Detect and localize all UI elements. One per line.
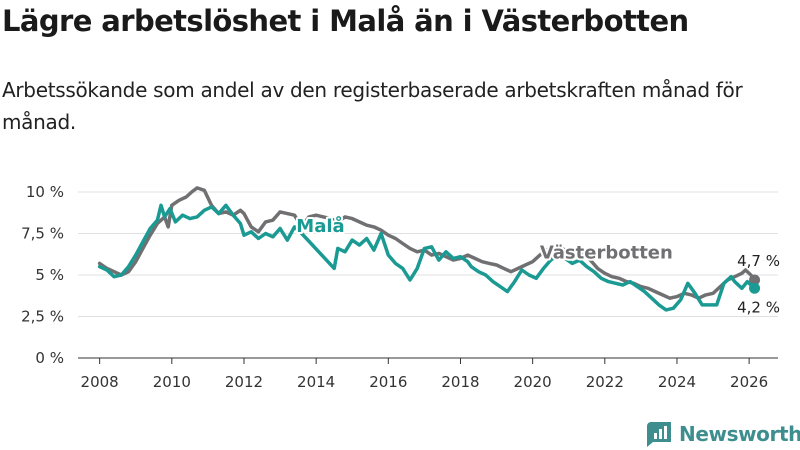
y-tick-label: 7,5 %: [21, 225, 64, 243]
end-value-label-mal-: 4,2 %: [737, 298, 780, 316]
x-tick-label: 2010: [153, 373, 191, 391]
y-tick-label: 0 %: [35, 349, 64, 367]
x-tick-label: 2018: [441, 373, 479, 391]
series-end-point-v-sterbotten: [749, 274, 761, 286]
bar-chart-logo-icon: [647, 422, 671, 447]
x-tick-label: 2012: [225, 373, 263, 391]
x-tick-label: 2008: [81, 373, 119, 391]
x-tick-label: 2020: [514, 373, 552, 391]
series-label-v-sterbotten: Västerbotten: [540, 242, 673, 263]
brand-logo[interactable]: Newsworthy: [645, 419, 800, 449]
page-subtitle: Arbetssökande som andel av den registerb…: [2, 78, 743, 134]
x-tick-label: 2024: [658, 373, 696, 391]
series-label-mal-: Malå: [296, 215, 344, 237]
series-end-point-mal-: [749, 282, 761, 294]
x-tick-label: 2022: [586, 373, 624, 391]
y-tick-label: 5 %: [35, 266, 64, 284]
end-value-label-v-sterbotten: 4,7 %: [737, 252, 780, 270]
page-title: Lägre arbetslöshet i Malå än i Västerbot…: [2, 4, 689, 38]
x-tick-label: 2026: [730, 373, 768, 391]
x-tick-label: 2016: [369, 373, 407, 391]
y-tick-label: 2,5 %: [21, 308, 64, 326]
x-tick-label: 2014: [297, 373, 335, 391]
y-tick-label: 10 %: [26, 183, 64, 201]
series-line-mal-: [97, 203, 757, 312]
brand-name: Newsworthy: [679, 422, 800, 446]
